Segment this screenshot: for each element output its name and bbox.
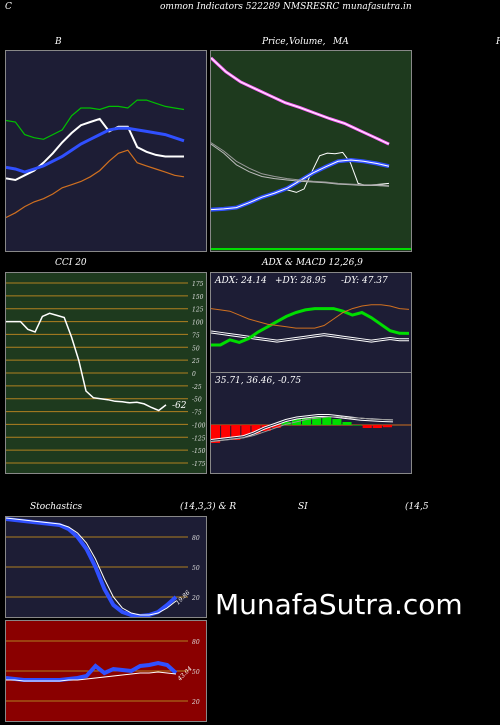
macd-histogram-bar [302,416,312,425]
macd-histogram-bar [312,416,322,425]
level-label: 20 [191,595,200,602]
rsi-rsi-line [6,660,178,682]
level-label: -125 [192,435,206,442]
price-ma-blue-core [211,159,390,211]
level-label: 0 [192,371,196,378]
level-label: 100 [192,320,204,327]
price-title-3: MA [333,37,349,47]
macd-values: 35.71, 36.46, -0.75 [215,376,302,386]
level-label: 80 [192,535,200,542]
level-label: 175 [192,281,204,288]
macd-histogram-bar [362,425,372,428]
rsi-chart: 80 50 20 43.04 [5,620,207,722]
level-label: 75 [192,332,200,339]
macd-histogram-bar [332,419,342,425]
stoch-chart: 80 50 20 19.86 [5,516,207,618]
adx-adx-line-inner [211,331,409,342]
boll-middle-line [6,126,185,174]
macd-histogram-bar [231,425,241,440]
stoch-params: (14,3,3) & R [180,502,237,512]
price-ma_grey2-line [211,142,390,186]
price-title-2: Volume, [289,37,326,47]
adx-value: ADX: 24.14 [215,276,267,286]
macd-chart: 35.71, 36.46, -0.75 [210,372,412,474]
price-upper-ma-core [211,57,390,145]
price-chart [210,50,412,252]
macd-histogram-bar [342,422,352,425]
macd-histogram-bar [271,425,281,428]
cci-title: CCI 20 [55,258,87,268]
adx-plus_di-line [211,307,410,347]
rsi-params: (14,5 [405,502,429,512]
macd-histogram-bar [352,425,362,426]
rsi-rsi_avg-line [6,671,177,682]
plus-di-value: +DY: 28.95 [275,276,327,286]
cci-chart: 175 150 125 100 75 50 25 0 -25 -50 -75 -100 -125 -150… [5,272,207,474]
macd-histogram-bar [372,425,382,428]
watermark: MunafaSutra.com [215,588,463,621]
right-edge-char: P [496,37,500,47]
macd-histogram-bar [322,416,332,425]
macd-histogram-bar [382,425,392,428]
adx-minus_di-line [211,304,410,329]
level-label: 50 [192,345,200,352]
level-label: -25 [192,384,202,391]
stoch-title: Stochastics [30,502,83,512]
level-label: -150 [192,448,206,455]
level-label: 25 [191,358,200,365]
level-label: -175 [192,461,206,468]
rsi-value-label: 43.04 [176,665,194,683]
price-line [280,151,390,193]
level-label: 125 [192,307,204,314]
macd-signal-line [211,416,394,443]
stoch-value-label: 19.86 [174,589,191,606]
boll-lower-line [6,149,185,219]
price-title-1: Price, [262,37,289,47]
level-label: 150 [192,294,204,301]
rsi-title: SI [298,502,308,512]
macd-histogram-bar [221,425,231,440]
boll-upper-line [6,99,185,140]
macd-histogram-bar [211,425,221,443]
price-ma_grey1-line [211,143,390,187]
adx-title: ADX & MACD 12,26,9 [262,258,363,268]
macd-histogram-bar [241,425,251,437]
level-label: 20 [191,699,200,706]
bollinger-chart [5,50,207,252]
level-label: -75 [192,410,202,417]
cci-line [6,312,167,412]
page-title: ommon Indicators 522289 NMSRESRC munafas… [160,2,412,12]
adx-chart: ADX: 24.14 +DY: 28.95 -DY: 47.37 [210,272,412,374]
minus-di-value: -DY: 47.37 [341,276,388,286]
macd-histogram-bar [251,425,261,434]
level-label: -50 [192,397,202,404]
header-left-char: C [5,2,12,12]
level-label: 80 [192,639,200,646]
level-label: -100 [192,422,206,429]
level-label: 50 [192,669,200,676]
stoch-d-line [6,517,177,616]
macd-histogram-bar [281,422,291,425]
level-label: 50 [192,565,200,572]
bollinger-title: B [55,37,62,47]
macd-macd-line-inner [211,415,394,441]
cci-value-label: -62 [172,401,187,411]
